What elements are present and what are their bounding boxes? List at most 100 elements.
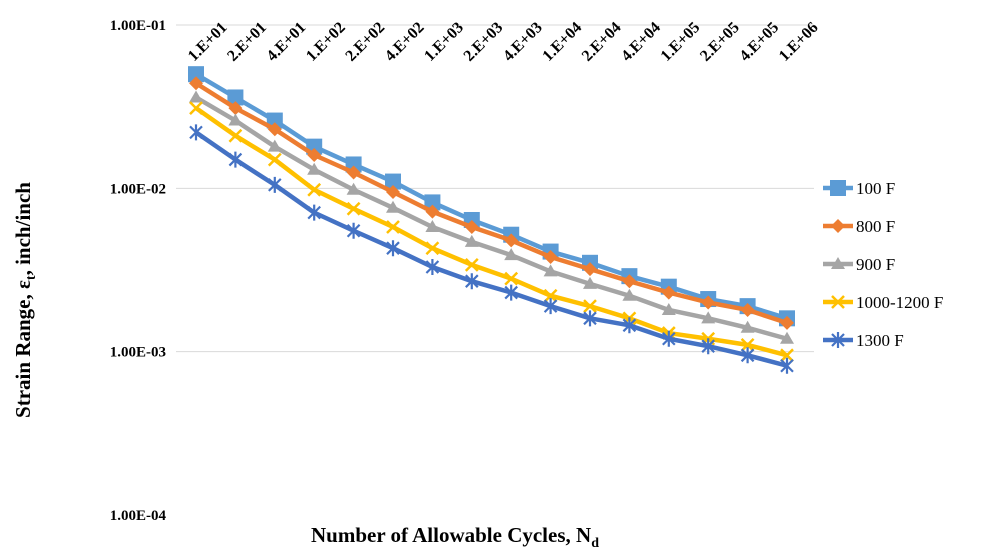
x-category-label: 1.E+06 — [776, 19, 822, 65]
data-point — [386, 184, 400, 199]
x-category-label: 4.E+05 — [736, 19, 782, 65]
data-point — [346, 165, 361, 180]
series-1300-f — [189, 124, 794, 374]
category-labels: 1.E+012.E+014.E+011.E+022.E+024.E+02 1.E+… — [185, 19, 822, 65]
data-point — [504, 248, 519, 261]
data-point — [386, 200, 400, 213]
data-point — [740, 320, 755, 333]
data-point — [189, 76, 203, 91]
legend-entry: 800 F — [823, 217, 895, 236]
data-point — [661, 285, 676, 300]
data-point — [307, 147, 322, 162]
series-800-f — [189, 76, 794, 330]
data-point — [831, 295, 845, 309]
legend-entry: 1000-1200 F — [823, 293, 943, 312]
data-point — [267, 139, 282, 152]
data-point — [543, 288, 558, 303]
y-tick-label: 1.00E-02 — [110, 181, 166, 197]
x-category-label: 1.E+02 — [303, 19, 349, 65]
data-point — [831, 332, 845, 348]
data-point — [188, 66, 204, 83]
data-point — [228, 113, 243, 126]
legend-label: 800 F — [856, 217, 895, 236]
x-category-label: 4.E+03 — [500, 19, 546, 65]
data-point — [622, 288, 637, 301]
data-point — [386, 220, 400, 234]
data-point — [267, 122, 282, 137]
data-point — [780, 315, 794, 330]
data-point — [622, 317, 637, 334]
legend: 100 F 800 F 900 F 1000-1200 F 1300 F — [823, 179, 943, 350]
data-point — [425, 258, 440, 275]
data-point — [268, 176, 282, 193]
x-category-label: 2.E+05 — [697, 19, 743, 65]
data-point — [386, 240, 400, 257]
data-point — [701, 311, 716, 324]
x-axis-title: Number of Allowable Cycles, Nd — [311, 523, 599, 551]
data-point — [780, 348, 794, 363]
data-point — [701, 338, 715, 355]
data-point — [346, 182, 361, 195]
y-tick-label: 1.00E-03 — [110, 345, 166, 361]
x-category-label: 1.E+01 — [185, 19, 231, 65]
data-point — [425, 241, 440, 256]
data-point — [227, 89, 244, 106]
series-line — [194, 95, 788, 341]
data-point — [583, 276, 597, 289]
x-category-label: 2.E+04 — [579, 19, 625, 65]
data-point — [189, 90, 203, 103]
data-point — [543, 264, 558, 277]
data-point — [504, 284, 518, 301]
legend-label: 100 F — [856, 179, 895, 198]
x-category-label: 4.E+02 — [382, 19, 428, 65]
x-category-label: 4.E+01 — [264, 19, 310, 65]
x-category-label: 2.E+01 — [224, 19, 270, 65]
data-point — [228, 151, 243, 168]
series-line — [194, 106, 788, 358]
y-tick-label: 1.00E-04 — [110, 508, 167, 524]
x-category-label: 2.E+02 — [342, 19, 388, 65]
data-point — [346, 201, 361, 216]
y-axis-title: Strain Range, εt, inch/inch — [11, 182, 39, 418]
series-900-f — [189, 90, 794, 344]
data-point — [740, 347, 755, 364]
data-point — [425, 204, 440, 219]
legend-entry: 100 F — [823, 179, 895, 198]
series-100-f — [188, 66, 795, 327]
data-point — [740, 338, 755, 352]
data-point — [583, 262, 597, 277]
x-category-label: 2.E+03 — [461, 19, 507, 65]
series-lines — [188, 66, 795, 374]
data-point — [307, 182, 322, 197]
data-point — [424, 194, 441, 211]
data-point — [622, 274, 637, 289]
data-point — [543, 298, 558, 315]
data-point — [583, 310, 597, 327]
data-point — [425, 219, 440, 232]
data-point — [464, 257, 479, 272]
data-point — [661, 302, 676, 315]
series-line — [194, 130, 788, 368]
data-point — [346, 222, 361, 239]
x-category-label: 4.E+04 — [618, 19, 664, 65]
data-point — [267, 152, 282, 167]
data-point — [189, 124, 203, 141]
data-point — [504, 233, 519, 248]
data-point — [662, 330, 676, 347]
data-point — [780, 331, 794, 344]
data-point — [385, 173, 401, 190]
series-line — [194, 72, 788, 321]
data-point — [740, 302, 755, 317]
legend-entry: 900 F — [823, 255, 895, 274]
data-point — [701, 295, 716, 310]
data-point — [189, 101, 203, 115]
data-point — [464, 219, 479, 234]
data-point — [831, 257, 845, 269]
x-category-label: 1.E+04 — [539, 19, 585, 65]
data-point — [583, 299, 597, 314]
x-category-label: 1.E+05 — [658, 19, 704, 65]
data-point — [228, 101, 243, 116]
legend-label: 900 F — [856, 255, 895, 274]
data-point — [307, 204, 321, 221]
